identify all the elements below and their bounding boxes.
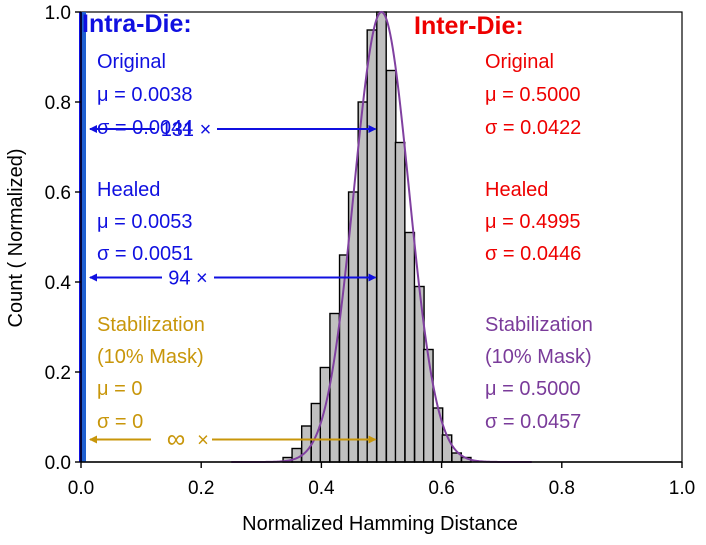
intra-original-label: Original	[97, 51, 166, 73]
x-axis-title: Normalized Hamming Distance	[242, 513, 518, 535]
inter-stabilization-mu: μ = 0.5000	[485, 378, 581, 400]
ratio-label-bg	[194, 426, 212, 453]
inter-stabilization-mask: (10% Mask)	[485, 346, 592, 368]
inter-stabilization-sigma: σ = 0.0457	[485, 411, 581, 433]
inter-die-histogram	[282, 11, 472, 463]
y-tick-label: 0.8	[45, 93, 71, 114]
x-tick-label: 0.4	[308, 478, 335, 499]
inter-die-bar	[310, 402, 322, 463]
ratio-label: 94 ×	[168, 268, 207, 290]
y-ticks: 0.0 0.2 0.4 0.6 0.8 1.0	[45, 3, 81, 474]
intra-stabilization-mu: μ = 0	[97, 378, 142, 400]
intra-healed-sigma: σ = 0.0051	[97, 243, 193, 265]
y-axis-title: Count ( Normalized)	[5, 149, 27, 328]
inter-healed-label: Healed	[485, 179, 548, 201]
x-tick-label: 1.0	[669, 478, 695, 499]
intra-die-bar	[82, 12, 86, 462]
intra-healed-label: Healed	[97, 179, 160, 201]
y-tick-label: 0.2	[45, 363, 71, 384]
ratio-label-suffix: ×	[197, 430, 209, 452]
y-tick-label: 1.0	[45, 3, 71, 24]
inter-die-bar	[357, 101, 369, 463]
inter-die-annotations: Original μ = 0.5000 σ = 0.0422 Healed μ …	[485, 51, 593, 433]
ratio-label-bg	[155, 116, 217, 142]
y-tick-label: 0.6	[45, 183, 71, 204]
inter-stabilization-label: Stabilization	[485, 314, 593, 336]
inter-original-label: Original	[485, 51, 554, 73]
intra-die-annotations: Original μ = 0.0038 σ = 0.0044 Healed μ …	[97, 51, 205, 433]
inter-die-header: Inter-Die:	[414, 12, 524, 40]
inter-original-mu: μ = 0.5000	[485, 84, 581, 106]
inter-die-bar	[300, 425, 312, 463]
ratio-label-bg	[162, 264, 214, 291]
intra-die-header: Intra-Die:	[82, 10, 192, 38]
inter-die-bar	[385, 69, 397, 463]
intra-original-mu: μ = 0.0038	[97, 84, 193, 106]
inter-original-sigma: σ = 0.0422	[485, 117, 581, 139]
inter-healed-sigma: σ = 0.0446	[485, 243, 581, 265]
intra-stabilization-mask: (10% Mask)	[97, 346, 204, 368]
ratio-label: 131 ×	[161, 119, 212, 141]
intra-stabilization-label: Stabilization	[97, 314, 205, 336]
inter-healed-mu: μ = 0.4995	[485, 211, 581, 233]
intra-healed-mu: μ = 0.0053	[97, 211, 193, 233]
inter-die-bar	[441, 434, 453, 463]
y-tick-label: 0.0	[45, 453, 71, 474]
intra-die-histogram	[79, 12, 86, 462]
x-tick-label: 0.8	[549, 478, 575, 499]
inter-die-bar	[366, 29, 378, 463]
ratio-label-bg	[151, 426, 201, 453]
x-tick-label: 0.6	[428, 478, 454, 499]
intra-original-sigma: σ = 0.0044	[97, 117, 193, 139]
intra-stabilization-sigma: σ = 0	[97, 411, 143, 433]
x-tick-label: 0.0	[68, 478, 94, 499]
inter-die-bar	[319, 366, 331, 463]
inter-die-bar	[432, 407, 444, 463]
ratio-arrows: 131 × 94 × ∞ ×	[89, 116, 377, 454]
ratio-label: ∞	[167, 424, 186, 454]
y-tick-label: 0.4	[45, 273, 72, 294]
inter-die-bar	[394, 141, 406, 463]
inter-die-bar	[376, 11, 387, 463]
inter-die-bar	[422, 348, 434, 463]
inter-die-bar	[404, 231, 416, 463]
x-tick-label: 0.2	[188, 478, 214, 499]
x-ticks: 0.0 0.2 0.4 0.6 0.8 1.0	[68, 462, 695, 499]
